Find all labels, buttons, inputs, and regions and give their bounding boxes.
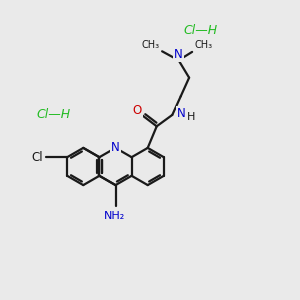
Text: Cl—H: Cl—H xyxy=(184,23,218,37)
Text: NH₂: NH₂ xyxy=(103,211,124,221)
Text: O: O xyxy=(133,104,142,117)
Text: N: N xyxy=(111,141,120,154)
Text: N: N xyxy=(177,107,186,120)
Text: CH₃: CH₃ xyxy=(194,40,213,50)
Text: CH₃: CH₃ xyxy=(142,40,160,50)
Text: Cl—H: Cl—H xyxy=(37,107,71,121)
Text: N: N xyxy=(174,48,183,62)
Text: H: H xyxy=(187,112,195,122)
Text: Cl: Cl xyxy=(32,151,43,164)
